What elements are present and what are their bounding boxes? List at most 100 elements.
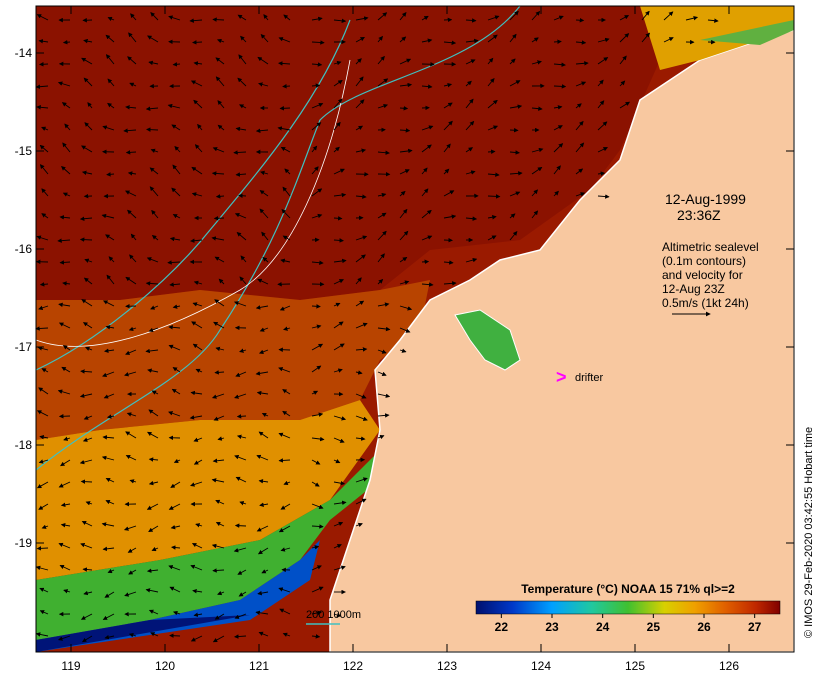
velocity-arrow	[333, 98, 343, 109]
velocity-arrow	[283, 14, 291, 21]
velocity-arrow	[311, 213, 323, 219]
velocity-arrow	[355, 37, 365, 43]
velocity-arrow	[171, 545, 181, 550]
velocity-arrow	[355, 322, 368, 329]
velocity-arrow	[58, 481, 71, 488]
velocity-arrow	[259, 349, 269, 354]
velocity-arrow	[151, 235, 159, 241]
velocity-arrow	[128, 569, 137, 575]
colorbar-title: Temperature (°C) NOAA 15 71% ql>=2	[521, 582, 735, 596]
velocity-arrow	[102, 613, 115, 620]
velocity-arrow	[575, 192, 586, 197]
velocity-arrow	[278, 37, 291, 43]
velocity-arrow	[399, 58, 412, 65]
velocity-arrow	[81, 145, 93, 153]
yellow-water	[36, 400, 380, 580]
altimetry-line-3: and velocity for	[662, 268, 743, 282]
velocity-arrow	[105, 234, 115, 241]
velocity-arrow	[235, 172, 247, 177]
velocity-arrow	[145, 281, 159, 286]
velocity-arrow	[377, 326, 391, 332]
velocity-arrow	[128, 326, 137, 332]
velocity-arrow	[597, 194, 610, 199]
colorbar-ticks: 22 23 24 25 26 27	[495, 614, 762, 634]
velocity-arrow	[217, 590, 225, 596]
velocity-arrow	[169, 586, 181, 593]
velocity-arrow	[553, 84, 567, 89]
velocity-arrow	[168, 411, 181, 417]
velocity-arrow	[531, 106, 543, 111]
velocity-arrow	[333, 437, 345, 443]
velocity-arrows	[35, 10, 719, 643]
velocity-arrow	[255, 128, 269, 133]
velocity-arrow	[575, 61, 589, 66]
velocity-arrow	[192, 343, 203, 351]
velocity-arrow	[421, 282, 434, 287]
velocity-arrow	[377, 103, 389, 109]
velocity-arrow	[487, 34, 498, 43]
time-label: 23:36Z	[677, 207, 721, 223]
velocity-arrow	[531, 189, 539, 197]
velocity-arrow	[282, 235, 291, 241]
velocity-arrow	[355, 477, 368, 483]
velocity-arrow	[190, 390, 203, 396]
velocity-arrow	[377, 150, 390, 155]
velocity-arrow	[663, 37, 674, 43]
velocity-arrow	[487, 78, 495, 87]
velocity-arrow	[259, 502, 269, 507]
velocity-arrow	[39, 610, 49, 615]
lon-tick-label: 124	[531, 659, 551, 673]
velocity-arrow	[311, 122, 322, 131]
velocity-arrow	[279, 305, 291, 311]
velocity-arrow	[127, 56, 137, 65]
velocity-arrow	[256, 454, 269, 461]
velocity-arrow	[129, 82, 137, 87]
velocity-arrow	[214, 256, 225, 263]
velocity-arrow	[194, 144, 203, 153]
velocity-arrow	[82, 437, 93, 442]
velocity-arrow	[102, 546, 115, 552]
velocity-arrow	[80, 613, 93, 620]
velocity-arrow	[125, 150, 137, 155]
velocity-arrow	[257, 547, 269, 555]
velocity-arrow	[212, 17, 225, 22]
velocity-arrow	[597, 79, 604, 87]
date-label: 12-Aug-1999	[665, 191, 746, 207]
velocity-arrow	[553, 39, 562, 44]
velocity-arrow	[234, 213, 247, 219]
velocity-arrow	[63, 589, 71, 594]
velocity-arrow	[355, 125, 364, 131]
velocity-arrow	[333, 60, 342, 66]
velocity-arrow	[125, 349, 137, 355]
velocity-arrow	[259, 327, 269, 332]
velocity-arrow	[311, 40, 325, 45]
velocity-arrow	[377, 35, 383, 43]
velocity-arrow	[509, 58, 516, 65]
velocity-arrow	[465, 80, 472, 87]
velocity-arrow	[126, 412, 137, 417]
lon-tick-label: 121	[249, 659, 269, 673]
velocity-arrow	[377, 55, 385, 65]
velocity-arrow	[38, 503, 49, 510]
velocity-arrow	[257, 278, 269, 285]
velocity-arrow	[575, 168, 584, 175]
velocity-arrow	[83, 590, 93, 596]
velocity-arrow	[333, 18, 347, 24]
velocity-arrow	[36, 235, 49, 241]
velocity-arrow	[239, 348, 247, 353]
altimetry-line-1: Altimetric sealevel	[662, 240, 759, 254]
velocity-arrow	[130, 13, 137, 21]
velocity-arrow	[213, 216, 225, 221]
velocity-arrow	[234, 455, 247, 461]
velocity-arrow	[79, 237, 93, 242]
velocity-arrow	[189, 18, 203, 23]
velocity-arrow	[167, 103, 181, 109]
velocity-arrow	[105, 34, 115, 43]
velocity-arrow	[509, 33, 517, 43]
velocity-arrow	[38, 459, 49, 464]
velocity-arrow	[421, 167, 428, 175]
velocity-arrow	[421, 209, 432, 219]
velocity-arrow	[262, 256, 269, 263]
lon-tick-label: 119	[61, 659, 80, 673]
lat-tick-label: -17	[15, 340, 33, 354]
